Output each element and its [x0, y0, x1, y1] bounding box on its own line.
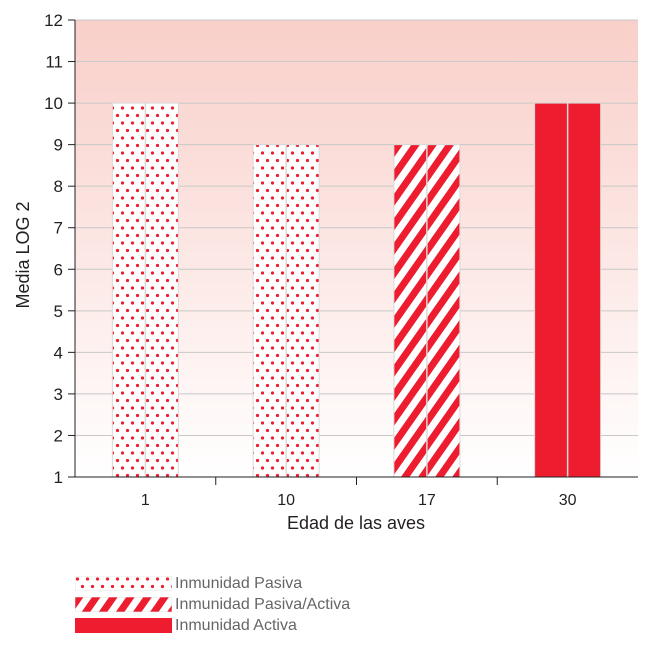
y-axis-title: Media LOG 2 — [13, 201, 33, 308]
legend-label-activa: Inmunidad Activa — [175, 616, 297, 634]
x-tick-label: 17 — [418, 492, 436, 509]
legend-item-pasiva: Inmunidad Pasiva — [75, 573, 350, 594]
y-tick-label: 11 — [45, 53, 63, 72]
legend-label-pasiva: Inmunidad Pasiva — [175, 574, 303, 592]
bar-17 — [393, 144, 461, 478]
y-tick-label: 7 — [54, 219, 63, 238]
legend-item-activa: Inmunidad Activa — [75, 615, 350, 636]
legend-swatch-dots — [75, 576, 172, 591]
y-tick-label: 9 — [54, 136, 63, 155]
x-tick-label: 30 — [559, 492, 577, 509]
bar-10 — [252, 144, 320, 478]
legend-label-pasiva-activa: Inmunidad Pasiva/Activa — [175, 595, 351, 613]
y-tick-label: 1 — [54, 468, 63, 487]
y-tick-label: 10 — [44, 94, 63, 113]
x-axis-title: Edad de las aves — [287, 513, 425, 533]
y-tick-label: 4 — [54, 343, 63, 362]
y-tick-label: 3 — [54, 385, 63, 404]
y-tick-label: 8 — [54, 177, 63, 196]
bar-30 — [534, 102, 602, 478]
bars — [111, 102, 602, 478]
x-tick-labels: 1 10 17 30 — [141, 477, 577, 509]
bar-1 — [111, 102, 179, 478]
x-tick-label: 1 — [141, 492, 150, 509]
y-tick-label: 5 — [54, 302, 63, 321]
y-tick-label: 12 — [44, 11, 63, 30]
legend: Inmunidad Pasiva Inmunidad Pasiva/Activa… — [75, 573, 350, 636]
x-tick-label: 10 — [277, 492, 295, 509]
y-tick-label: 2 — [54, 426, 63, 445]
legend-swatch-stripes — [75, 597, 172, 612]
legend-item-pasiva-activa: Inmunidad Pasiva/Activa — [75, 594, 350, 615]
y-tick-label: 6 — [54, 260, 63, 279]
legend-swatch-solid — [75, 618, 172, 633]
